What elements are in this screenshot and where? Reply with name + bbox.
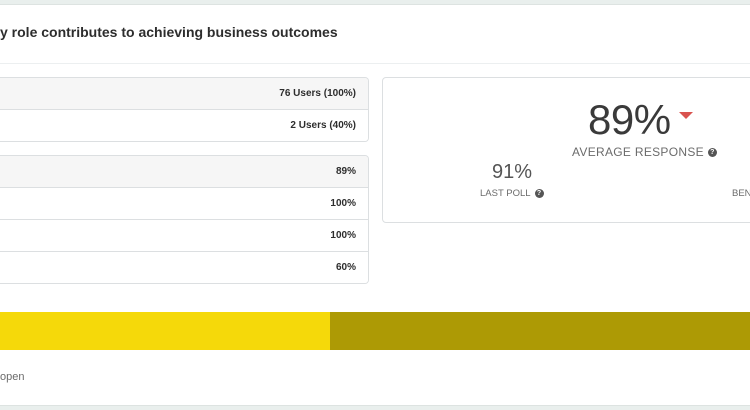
table-row: 100% [0, 187, 368, 219]
benchmark-label: BEN [732, 188, 750, 199]
last-poll-label: LAST POLL [480, 188, 531, 199]
progress-segment-secondary [330, 312, 750, 350]
trend-down-icon [679, 112, 693, 119]
average-response-label: AVERAGE RESPONSE [572, 145, 704, 159]
help-icon[interactable]: ? [707, 148, 717, 158]
users-table: 76 Users (100%) 2 Users (40%) [0, 77, 369, 142]
table-row: 89% [0, 156, 368, 187]
table-row: 100% [0, 219, 368, 251]
help-icon[interactable]: ? [534, 188, 544, 198]
progress-segment-primary [0, 312, 330, 350]
average-response-value: 89% [588, 96, 671, 143]
score-value: 89% [335, 166, 356, 177]
last-poll-value: 91% [492, 161, 533, 183]
last-poll-label-wrap: LAST POLL? [480, 188, 544, 199]
divider [0, 63, 750, 64]
scores-table: 89% 100% 100% 60% [0, 155, 369, 284]
score-value: 60% [335, 262, 356, 273]
table-row: 60% [0, 251, 368, 283]
score-value: 100% [330, 230, 356, 241]
status-text: open [0, 371, 25, 383]
users-count: 2 Users (40%) [290, 120, 356, 131]
table-row: 2 Users (40%) [0, 109, 368, 141]
users-count: 76 Users (100%) [279, 88, 356, 99]
average-response-label-wrap: AVERAGE RESPONSE? [572, 145, 717, 159]
table-row: 76 Users (100%) [0, 78, 368, 109]
question-title: y role contributes to achieving business… [0, 24, 338, 40]
score-value: 100% [330, 198, 356, 209]
stats-panel [382, 77, 750, 223]
